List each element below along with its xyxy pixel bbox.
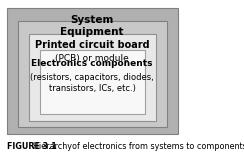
FancyBboxPatch shape xyxy=(18,21,167,127)
FancyBboxPatch shape xyxy=(7,8,178,134)
Text: System: System xyxy=(71,15,114,25)
Text: Electronics components: Electronics components xyxy=(31,59,153,68)
Text: Equipment: Equipment xyxy=(61,27,124,37)
Text: Printed circuit board: Printed circuit board xyxy=(35,40,150,50)
Text: FIGURE 3.1: FIGURE 3.1 xyxy=(7,142,57,151)
Text: Hierarchyof electronics from systems to components.: Hierarchyof electronics from systems to … xyxy=(28,142,244,151)
Text: (PCB) or module: (PCB) or module xyxy=(55,54,129,63)
FancyBboxPatch shape xyxy=(40,50,145,114)
FancyBboxPatch shape xyxy=(29,34,156,121)
Text: (resistors, capacitors, diodes,
transistors, ICs, etc.): (resistors, capacitors, diodes, transist… xyxy=(30,73,154,93)
